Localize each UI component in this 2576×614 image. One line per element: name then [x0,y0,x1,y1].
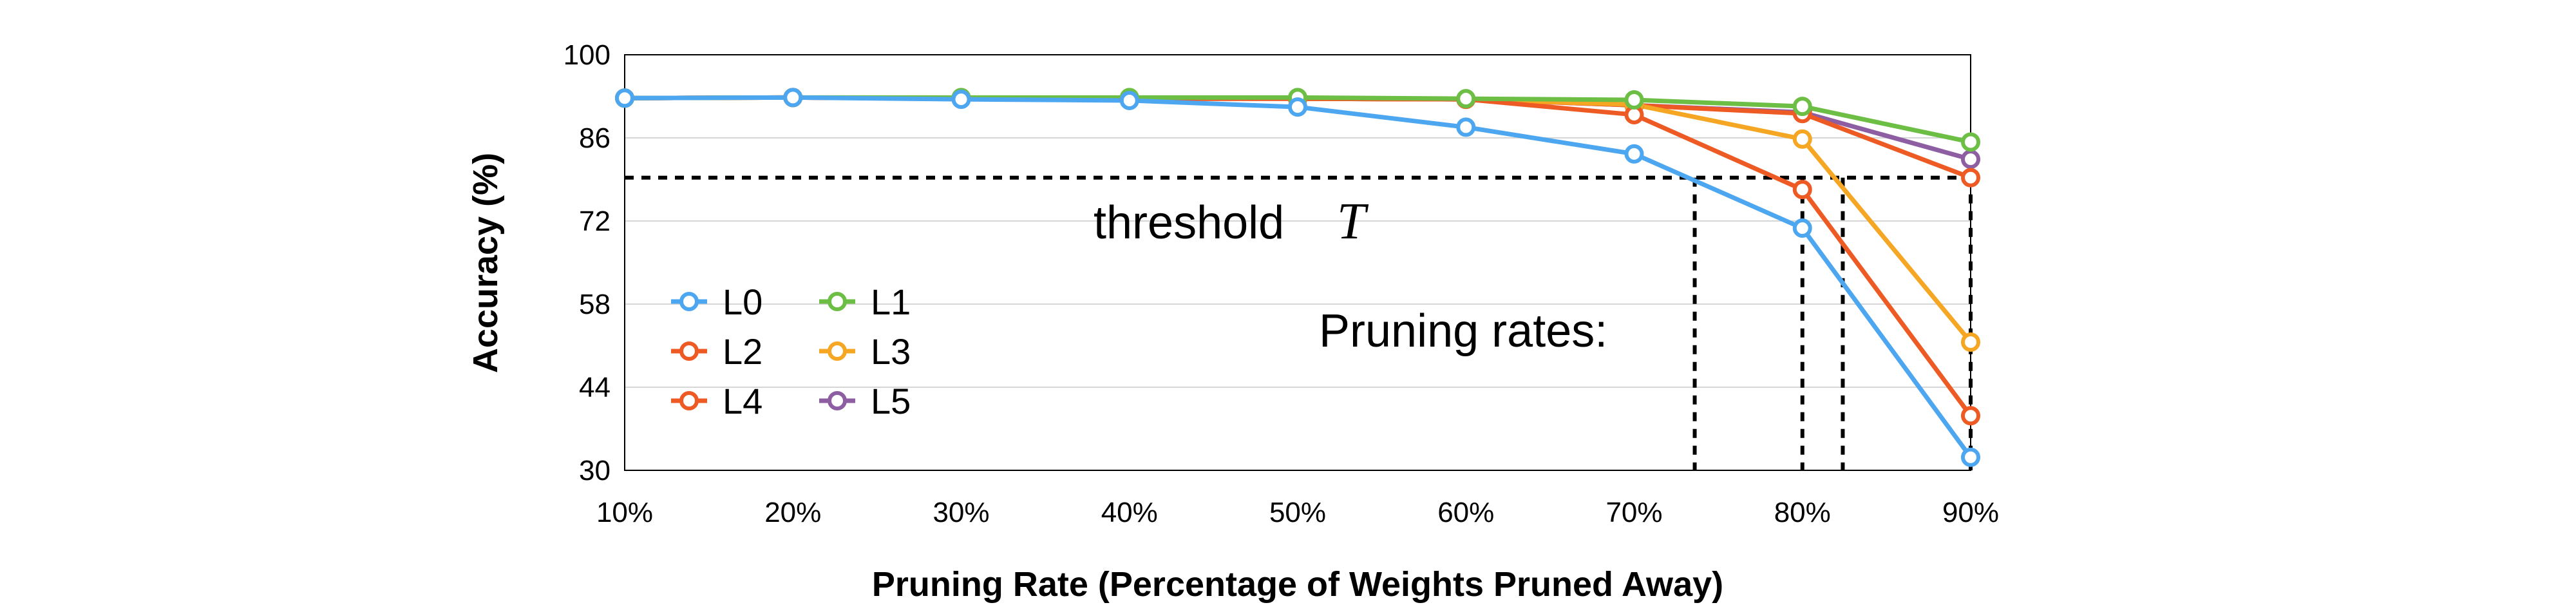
data-point-l0 [1961,447,1980,467]
x-tick-label: 70% [1605,497,1662,528]
series-points [615,88,1980,467]
data-point-l0 [1288,97,1307,117]
data-point-l0 [783,88,803,108]
pruning-rate-markers [625,175,1973,470]
pruning-rates-label: Pruning rates: [1319,305,1607,357]
threshold-label: threshold [1094,197,1284,249]
data-point-l2 [1961,406,1980,426]
y-tick-label: 72 [579,206,611,237]
y-tick-label: 100 [564,39,611,71]
data-point-l4 [1961,168,1980,187]
legend-label-l2: L2 [723,331,762,372]
data-point-l3 [1961,332,1980,352]
legend-label-l0: L0 [723,282,762,322]
y-axis-ticks: 30 44 58 72 86 100 [564,39,611,486]
legend-marker-l3 [828,341,847,361]
x-axis-title: Pruning Rate (Percentage of Weights Prun… [872,565,1723,604]
data-point-l0 [1456,117,1476,137]
legend-label-l5: L5 [871,381,911,421]
data-point-l0 [1624,144,1644,164]
data-point-l0 [1792,218,1812,238]
x-tick-label: 90% [1942,497,1999,528]
legend-marker-l5 [828,391,847,410]
y-tick-label: 44 [579,372,611,403]
legend-marker-l2 [679,341,699,361]
x-tick-label: 20% [764,497,821,528]
legend: L0 L1 L2 L3 L4 L5 [671,282,911,421]
data-point-l1 [1624,90,1644,110]
x-tick-label: 60% [1437,497,1494,528]
data-point-l0 [1119,90,1139,110]
y-axis-title: Accuracy (%) [466,153,505,373]
legend-label-l3: L3 [871,331,911,372]
data-point-l1 [1961,132,1980,152]
legend-label-l1: L1 [871,282,911,322]
x-axis-ticks: 10% 20% 30% 40% 50% 60% 70% 80% 90% [596,497,1999,528]
data-point-l2 [1792,180,1812,200]
data-point-l1 [1456,89,1476,109]
y-tick-label: 86 [579,122,611,154]
data-point-l0 [615,88,634,108]
legend-marker-l0 [679,292,699,311]
x-tick-label: 80% [1774,497,1831,528]
x-tick-label: 40% [1101,497,1158,528]
legend-label-l4: L4 [723,381,762,421]
legend-marker-l4 [679,391,699,410]
data-point-l5 [1961,149,1980,169]
x-tick-label: 10% [596,497,653,528]
y-tick-label: 30 [579,455,611,486]
data-point-l1 [1792,97,1812,117]
data-point-l0 [951,90,971,110]
legend-marker-l1 [828,292,847,311]
x-tick-label: 30% [933,497,989,528]
data-point-l3 [1792,129,1812,149]
y-tick-label: 58 [579,289,611,320]
x-tick-label: 50% [1269,497,1326,528]
threshold-symbol: T [1337,193,1369,250]
